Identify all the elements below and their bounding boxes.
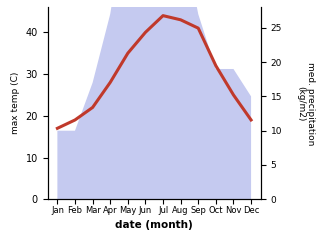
Y-axis label: med. precipitation
(kg/m2): med. precipitation (kg/m2): [296, 61, 315, 145]
X-axis label: date (month): date (month): [115, 220, 193, 230]
Y-axis label: max temp (C): max temp (C): [11, 72, 20, 134]
